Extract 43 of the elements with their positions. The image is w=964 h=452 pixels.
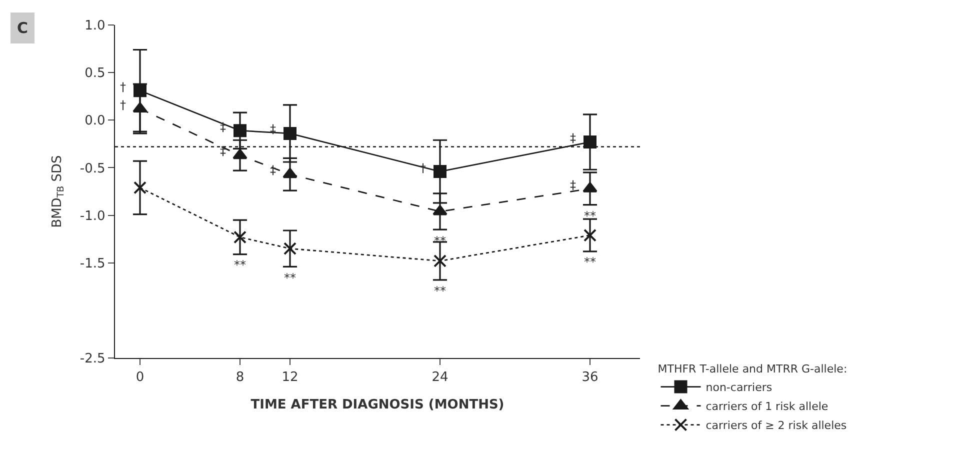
annotation: ** [234, 258, 246, 272]
annotation: ** [584, 209, 596, 223]
point [134, 181, 146, 194]
legend-title: MTHFR T-allele and MTRR G-allele: [658, 362, 848, 376]
y-tick-label: 0.0 [84, 114, 106, 129]
annotation: † [120, 98, 126, 112]
annotation: ‡ [570, 178, 576, 192]
x-axis-title: TIME AFTER DIAGNOSIS (MONTHS) [250, 397, 504, 412]
point [284, 242, 296, 256]
point [434, 165, 446, 178]
y-tick-label: -1.0 [80, 208, 106, 224]
x-tick-label: 24 [432, 370, 448, 385]
annotation: ** [584, 255, 596, 269]
point [282, 168, 298, 178]
point [582, 182, 598, 192]
chart-title: C [17, 19, 28, 37]
y-tick-label: -2.5 [80, 352, 106, 367]
point [434, 254, 446, 268]
legend-label: carriers of ≥ 2 risk alleles [706, 419, 847, 432]
annotation: ‡ [220, 144, 226, 158]
point [132, 102, 148, 112]
x-tick-label: 36 [582, 370, 598, 385]
point [284, 126, 296, 140]
point [584, 136, 596, 149]
point [232, 148, 248, 160]
annotation: † [120, 80, 126, 94]
x-tick-label: 12 [282, 370, 298, 385]
point [234, 230, 246, 244]
annotation: ‡ [220, 120, 226, 134]
x-tick-label: 8 [236, 370, 244, 385]
annotation: ** [284, 271, 296, 285]
annotation: ** [434, 284, 446, 298]
x-tick-label: 0 [136, 370, 144, 385]
point [234, 124, 246, 138]
y-tick-label: 0.5 [84, 66, 106, 82]
point [584, 228, 596, 242]
point [432, 204, 448, 216]
annotation: ‡ [570, 131, 576, 145]
legend-label: non-carriers [706, 381, 772, 394]
y-tick-label: -0.5 [80, 161, 106, 176]
y-tick-label: 1.0 [84, 18, 106, 34]
y-tick-label: -1.5 [80, 256, 106, 272]
legend-label: carriers of 1 risk allele [706, 400, 828, 414]
